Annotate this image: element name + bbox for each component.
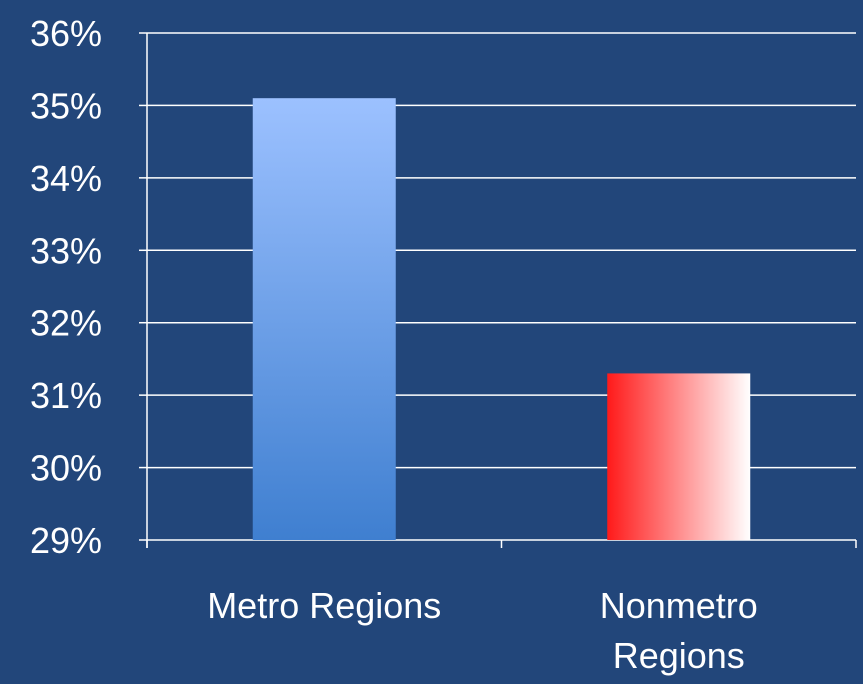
- y-tick-label: 31%: [30, 375, 102, 416]
- x-category-label: Regions: [613, 635, 745, 676]
- y-tick-label: 32%: [30, 303, 102, 344]
- bar-nonmetro-regions: [607, 373, 751, 540]
- y-tick-label: 30%: [30, 448, 102, 489]
- x-category-label: Metro Regions: [207, 585, 441, 626]
- y-tick-label: 36%: [30, 13, 102, 54]
- x-category-label: Nonmetro: [600, 585, 758, 626]
- labels: 29% 30% 31% 32% 33% 34% 35% 36% Metro Regions Non…: [30, 13, 758, 676]
- y-tick-label: 33%: [30, 230, 102, 271]
- y-tick-label: 29%: [30, 520, 102, 561]
- y-tick-label: 35%: [30, 85, 102, 126]
- bar-metro-regions: [252, 98, 396, 540]
- y-tick-label: 34%: [30, 158, 102, 199]
- bars: [252, 98, 751, 540]
